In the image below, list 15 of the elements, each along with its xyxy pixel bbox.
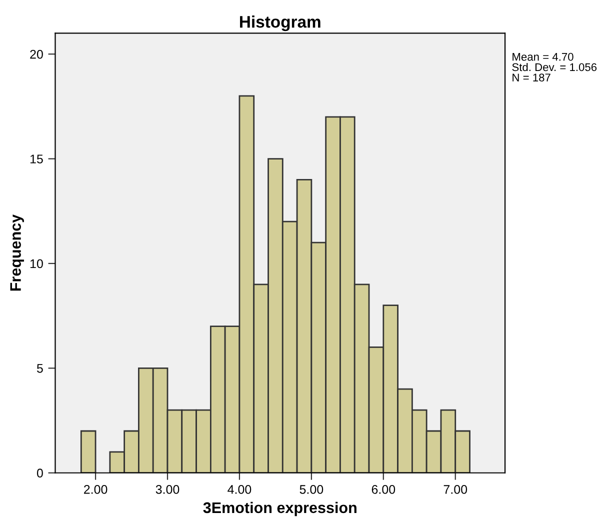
y-tick-label: 20 <box>30 50 43 59</box>
x-tick-label: 7.00 <box>444 485 468 494</box>
text: Mean = 4.70 Std. Dev. = 1.056 N = 187 <box>512 52 597 82</box>
x-tick-label: 4.00 <box>228 485 252 494</box>
y-axis-title: Frequency <box>10 214 24 291</box>
y-tick-label: 10 <box>30 259 43 268</box>
y-tick-label: 5 <box>36 364 43 373</box>
chart-title: Histogram <box>240 16 320 32</box>
x-tick-label: 2.00 <box>84 485 108 494</box>
x-tick-label: 5.00 <box>300 485 324 494</box>
y-tick-label: 15 <box>30 154 43 164</box>
y-tick-label: 0 <box>36 468 43 478</box>
x-tick-label: 6.00 <box>372 485 396 494</box>
x-tick-label: 3.00 <box>156 485 180 494</box>
x-axis-title: 3Emotion expression <box>203 502 356 516</box>
